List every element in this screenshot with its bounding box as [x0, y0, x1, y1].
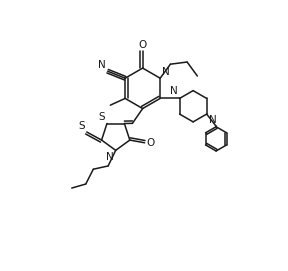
Text: N: N	[162, 67, 170, 77]
Text: N: N	[98, 60, 105, 70]
Text: S: S	[79, 121, 85, 131]
Text: S: S	[99, 112, 105, 122]
Text: O: O	[146, 138, 154, 148]
Text: O: O	[139, 40, 147, 50]
Text: N: N	[209, 115, 217, 125]
Text: N: N	[106, 152, 114, 162]
Text: N: N	[170, 86, 178, 96]
